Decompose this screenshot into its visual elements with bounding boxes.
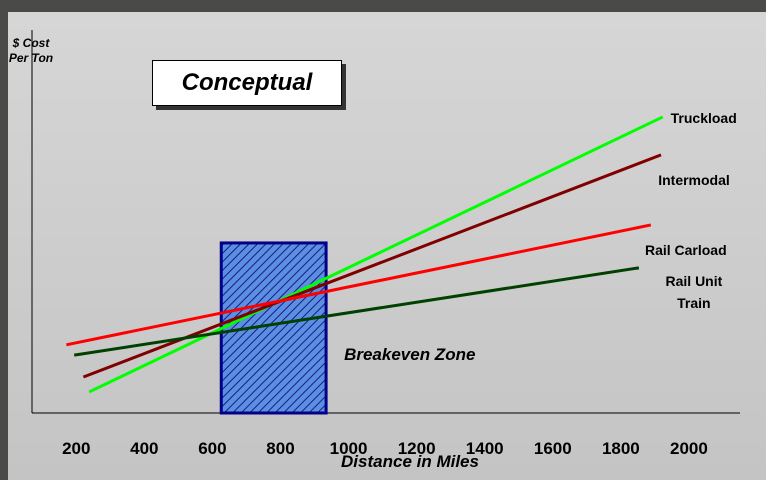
series-line	[66, 225, 650, 345]
x-tick-label: 600	[198, 439, 226, 458]
x-tick-label: 1200	[398, 439, 436, 458]
y-axis-label: $ Cost Per Ton	[2, 36, 60, 66]
breakeven-zone	[221, 243, 326, 413]
series-line	[74, 268, 639, 355]
x-tick-label: 1600	[534, 439, 572, 458]
chart-title: Conceptual	[152, 60, 342, 106]
x-tick-label: 1800	[602, 439, 640, 458]
annotation: Breakeven Zone	[344, 345, 475, 364]
x-tick-label: 2000	[670, 439, 708, 458]
x-tick-label: 800	[266, 439, 294, 458]
x-tick-label: 400	[130, 439, 158, 458]
x-tick-label: 1400	[466, 439, 504, 458]
slide: Distance in Miles Breakeven Zone20040060…	[0, 0, 766, 480]
series-label: Truckload	[659, 107, 749, 129]
series-line	[83, 155, 661, 377]
series-label: Intermodal	[649, 169, 739, 191]
x-tick-label: 200	[62, 439, 90, 458]
series-label: Rail Unit Train	[649, 270, 739, 314]
x-tick-label: 1000	[330, 439, 368, 458]
series-label: Rail Carload	[641, 239, 731, 261]
